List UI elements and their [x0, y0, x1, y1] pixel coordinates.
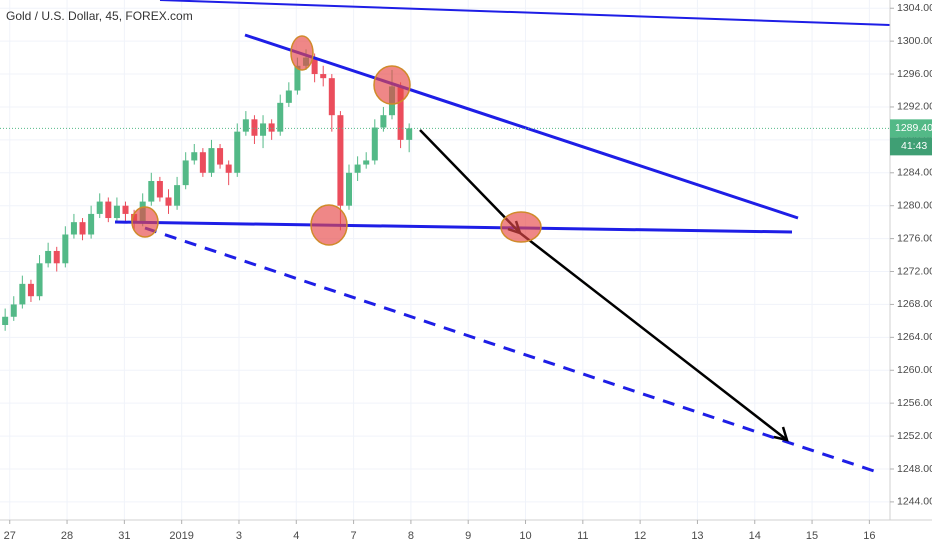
x-tick-label: 3	[236, 530, 242, 542]
candle-body	[165, 197, 172, 206]
candle-body	[148, 181, 155, 202]
candle-body	[225, 164, 232, 173]
annotations	[114, 0, 891, 475]
y-tick-label: 1284.00	[897, 167, 932, 179]
candle-body	[10, 304, 17, 317]
highlight	[290, 35, 314, 71]
candle-body	[53, 250, 60, 264]
x-tick-label: 2019	[169, 530, 193, 542]
support-line	[114, 220, 793, 234]
highlight	[131, 206, 159, 238]
candle-body	[70, 222, 77, 235]
candle-body	[79, 222, 86, 235]
y-tick-label: 1268.00	[897, 298, 932, 310]
x-tick-label: 31	[118, 530, 130, 542]
x-tick-label: 11	[577, 530, 588, 542]
candle-body	[328, 78, 335, 116]
y-tick-label: 1256.00	[897, 397, 932, 409]
x-tick-label: 9	[465, 530, 471, 542]
candle-body	[122, 205, 129, 214]
candle-body	[285, 90, 292, 103]
candle-body	[337, 115, 344, 206]
candle-body	[406, 128, 413, 140]
x-tick-label: 12	[634, 530, 646, 542]
trend-line	[159, 0, 891, 26]
candle-body	[380, 115, 387, 128]
candle-body	[217, 148, 224, 165]
y-tick-label: 1292.00	[897, 101, 932, 113]
y-tick-label: 1244.00	[897, 496, 932, 508]
y-tick-label: 1304.00	[897, 2, 932, 14]
y-tick-label: 1252.00	[897, 430, 932, 442]
x-tick-label: 8	[408, 530, 414, 542]
y-tick-label: 1264.00	[897, 331, 932, 343]
candle-body	[199, 152, 206, 173]
last-price-box	[890, 119, 932, 138]
candle-body	[62, 234, 69, 264]
candle-body	[354, 164, 361, 173]
candle-body	[96, 201, 103, 214]
candle-body	[260, 123, 267, 136]
x-tick-label: 16	[863, 530, 875, 542]
highlight	[310, 204, 348, 246]
candle-body	[19, 283, 26, 305]
candle-body	[105, 201, 112, 219]
candle-body	[294, 65, 301, 91]
candle-body	[251, 119, 258, 136]
candle-body	[234, 131, 241, 173]
candle-body	[397, 86, 404, 140]
dashed-trend-line	[144, 226, 881, 475]
candle-body	[182, 160, 189, 186]
trend-line	[244, 33, 799, 220]
highlight	[500, 211, 542, 243]
arrow	[419, 129, 521, 234]
candle-body	[113, 205, 120, 219]
arrow-head	[773, 426, 789, 442]
candle-body	[268, 123, 275, 132]
x-tick-label: 14	[749, 530, 761, 542]
x-tick-label: 27	[4, 530, 16, 542]
countdown-label: 41:43	[901, 140, 927, 152]
highlight	[373, 65, 411, 105]
y-tick-label: 1248.00	[897, 463, 932, 475]
candle-body	[320, 74, 327, 79]
candle-body	[208, 148, 215, 173]
y-tick-label: 1300.00	[897, 35, 932, 47]
candle-body	[191, 152, 198, 161]
y-tick-label: 1276.00	[897, 232, 932, 244]
candle-body	[311, 57, 318, 75]
arrow	[519, 232, 788, 441]
chart-title: Gold / U.S. Dollar, 45, FOREX.com	[6, 9, 193, 23]
candle-body	[242, 119, 249, 132]
y-tick-label: 1272.00	[897, 265, 932, 277]
x-tick-label: 28	[61, 530, 73, 542]
candle-body	[345, 172, 353, 206]
candle-body	[174, 185, 181, 206]
y-tick-label: 1280.00	[897, 199, 932, 211]
last-price-label: 1289.40	[895, 122, 932, 134]
x-tick-label: 4	[293, 530, 299, 542]
candle-body	[27, 283, 34, 297]
candle-body	[88, 213, 95, 235]
x-tick-label: 10	[519, 530, 531, 542]
x-tick-label: 15	[806, 530, 818, 542]
candles	[2, 49, 413, 331]
candle-body	[363, 160, 370, 165]
candle-body	[36, 263, 43, 297]
x-tick-label: 7	[351, 530, 357, 542]
candle-body	[156, 181, 163, 198]
candle-body	[277, 102, 284, 132]
y-tick-label: 1260.00	[897, 364, 932, 376]
y-tick-label: 1296.00	[897, 68, 932, 80]
candle-body	[2, 316, 9, 325]
countdown-box	[890, 137, 932, 156]
candle-body	[371, 127, 378, 161]
x-tick-label: 13	[691, 530, 703, 542]
candle-body	[45, 250, 52, 264]
